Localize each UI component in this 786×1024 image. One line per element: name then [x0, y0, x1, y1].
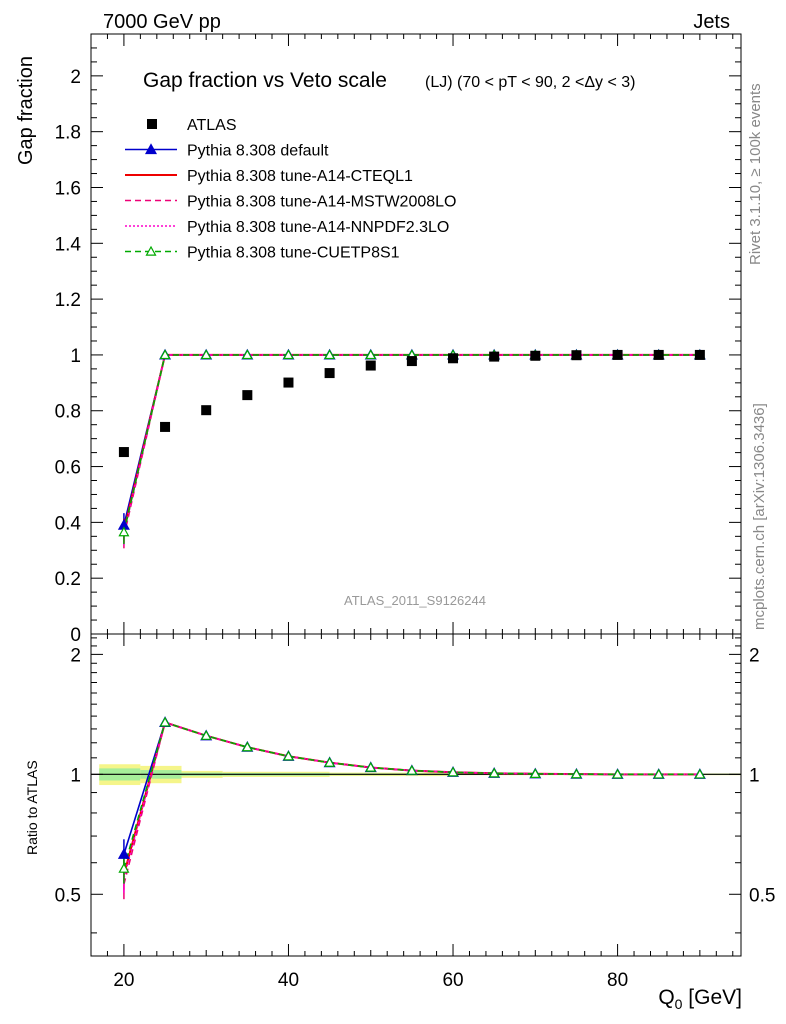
legend-label: ATLAS: [187, 117, 237, 134]
legend-label: Pythia 8.308 tune-A14-NNPDF2.3LO: [187, 219, 449, 236]
legend: ATLAS Pythia 8.308 default Pythia 8.308 tu…: [125, 117, 456, 262]
main-title: Gap fraction vs Veto scale: [143, 69, 387, 92]
atlas-data-point: [612, 349, 623, 360]
ratio-ylabel: Ratio to ATLAS: [24, 760, 40, 855]
atlas-data-point: [242, 390, 253, 401]
main-y-tick-label: 1.8: [55, 123, 81, 144]
main-y-tick-label: 0: [70, 625, 81, 646]
main-y-tick-label: 0.6: [55, 458, 81, 479]
main-series-line: [122, 353, 700, 531]
atlas-data-point: [324, 368, 335, 379]
ratio-y-tick-label-right: 1: [749, 765, 760, 786]
ratio-series-marker: [570, 768, 582, 779]
ratio-series-marker: [282, 750, 294, 761]
ratio-series-marker: [241, 741, 253, 752]
atlas-data-point: [694, 349, 705, 360]
main-series-marker: [159, 349, 171, 360]
main-ylabel: Gap fraction: [15, 56, 37, 165]
x-tick-label: 40: [278, 970, 299, 991]
header-left: 7000 GeV pp: [103, 11, 221, 33]
ratio-series-marker: [406, 764, 418, 775]
header-right: Jets: [693, 11, 730, 33]
ratio-y-tick-label-left: 2: [70, 645, 81, 666]
legend-marker: [144, 143, 158, 155]
main-series-line: [123, 354, 700, 537]
ratio-series-marker: [159, 716, 171, 727]
legend-label: Pythia 8.308 tune-A14-MSTW2008LO: [187, 194, 456, 211]
legend-label: Pythia 8.308 default: [187, 143, 329, 160]
ratio-series-marker: [653, 768, 665, 779]
atlas-data-point: [448, 353, 459, 364]
ratio-series-marker: [118, 862, 130, 873]
atlas-data-point: [160, 421, 171, 432]
main-series-marker: [118, 526, 130, 537]
main-series-line: [123, 354, 700, 534]
legend-marker: [147, 119, 157, 129]
ratio-panel: 20 40 60 80 0.5 0.5 1 1 2 2 Ratio to ATLAS: [24, 633, 775, 991]
ratio-series-line: [122, 721, 700, 875]
main-subtitle: (LJ) (70 < pT < 90, 2 <Δy < 3): [425, 74, 636, 91]
atlas-data-point: [201, 405, 212, 416]
ratio-series-marker: [365, 761, 377, 772]
ratio-series-marker: [694, 768, 706, 779]
main-series-marker: [282, 349, 294, 360]
ratio-series-line: [123, 721, 700, 885]
legend-label: Pythia 8.308 tune-A14-CTEQL1: [187, 168, 413, 185]
ratio-y-tick-label-left: 1: [70, 765, 81, 786]
x-axis-label: Q0 [GeV]: [658, 986, 742, 1012]
main-y-tick-label: 1.6: [55, 178, 81, 199]
main-y-tick-label: 0.4: [55, 513, 82, 534]
x-tick-label: 20: [113, 970, 134, 991]
atlas-data-point: [365, 360, 376, 371]
main-y-tick-label: 1.4: [55, 234, 82, 255]
main-y-tick-label: 0.8: [55, 402, 81, 423]
legend-marker: [145, 245, 157, 256]
ratio-series-marker: [488, 767, 500, 778]
main-series-marker: [365, 349, 377, 360]
atlas-data-point: [118, 447, 129, 458]
atlas-data-point: [283, 377, 294, 388]
main-y-tick-label: 1: [70, 346, 81, 367]
ratio-series-marker: [529, 768, 541, 779]
x-tick-label: 80: [607, 970, 628, 991]
main-series-marker: [200, 349, 212, 360]
atlas-data-point: [530, 350, 541, 361]
atlas-data-point: [571, 350, 582, 361]
main-y-tick-label: 2: [70, 67, 81, 88]
analysis-watermark: ATLAS_2011_S9126244: [344, 593, 486, 608]
ratio-series-line: [123, 721, 700, 878]
ratio-series-marker: [200, 729, 212, 740]
mcplots-label: mcplots.cern.ch [arXiv:1306.3436]: [751, 403, 768, 630]
atlas-data-point: [406, 356, 417, 367]
main-y-tick-label: 1.2: [55, 290, 81, 311]
atlas-data-point: [489, 351, 500, 362]
main-series-line: [123, 354, 700, 533]
main-panel: 0 0.2 0.4 0.6 0.8 1 1.2 1.4 1.6 1.8 2 Gap fraction…: [15, 33, 742, 646]
ratio-y-tick-label-left: 0.5: [55, 885, 81, 906]
main-series-marker: [324, 349, 336, 360]
ratio-series-line: [123, 721, 700, 855]
main-series-line: [123, 354, 700, 526]
ratio-series-marker: [117, 848, 130, 859]
ratio-y-tick-label-right: 0.5: [749, 885, 775, 906]
atlas-data-point: [653, 349, 664, 360]
legend-label: Pythia 8.308 tune-CUETP8S1: [187, 245, 400, 262]
ratio-series-line: [123, 721, 700, 869]
x-tick-label: 60: [442, 970, 463, 991]
ratio-series-marker: [447, 766, 459, 777]
ratio-series-marker: [612, 768, 624, 779]
rivet-label: Rivet 3.1.10, ≥ 100k events: [747, 83, 764, 265]
ratio-plot-frame: [90, 633, 742, 957]
main-series-marker: [241, 349, 253, 360]
main-y-tick-label: 0.2: [55, 569, 81, 590]
ratio-series-marker: [324, 756, 336, 767]
ratio-y-tick-label-right: 2: [749, 645, 760, 666]
